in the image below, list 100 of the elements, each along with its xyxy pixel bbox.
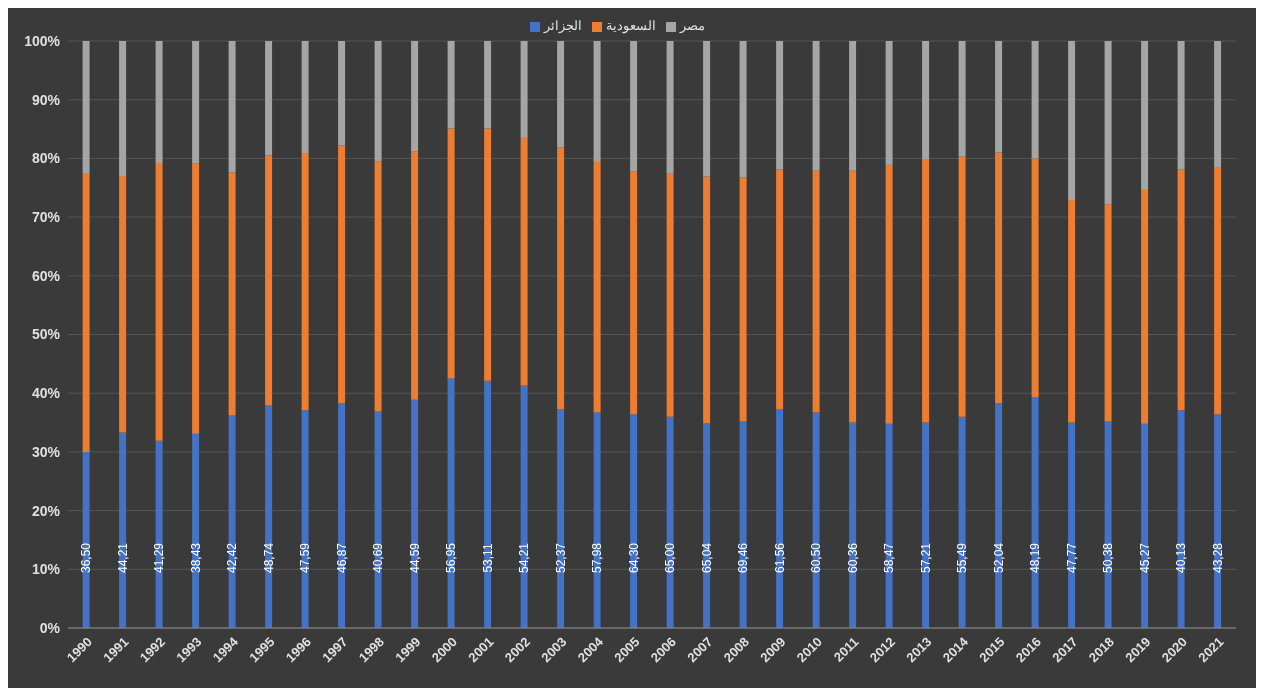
bar bbox=[557, 147, 565, 410]
bar bbox=[849, 170, 857, 423]
bar bbox=[630, 41, 638, 172]
annotation: 53,11 bbox=[480, 543, 495, 573]
y-tick-label: 20% bbox=[31, 502, 61, 519]
bar bbox=[155, 440, 163, 628]
legend-label: السعودية bbox=[605, 18, 656, 33]
annotation: 56,95 bbox=[444, 542, 459, 574]
annotation: 58,47 bbox=[882, 542, 897, 574]
bar bbox=[995, 152, 1003, 404]
bar bbox=[922, 158, 930, 423]
bar bbox=[1214, 414, 1222, 628]
bar bbox=[265, 405, 273, 628]
annotation: 55,49 bbox=[955, 542, 970, 574]
bar bbox=[703, 176, 711, 424]
annotation: 41,29 bbox=[152, 542, 167, 574]
bar bbox=[739, 421, 747, 628]
bar bbox=[192, 41, 200, 164]
bar bbox=[1068, 422, 1076, 628]
annotation: 47,59 bbox=[298, 542, 313, 574]
bar bbox=[520, 385, 528, 628]
annotation: 57,21 bbox=[918, 542, 933, 574]
bar bbox=[484, 380, 492, 628]
bar bbox=[776, 409, 784, 628]
bar bbox=[776, 169, 784, 410]
bar bbox=[666, 41, 674, 174]
y-tick-label: 90% bbox=[31, 91, 61, 108]
bar bbox=[411, 151, 419, 400]
bar bbox=[885, 423, 893, 628]
bar bbox=[557, 409, 565, 628]
bar bbox=[301, 153, 309, 411]
annotation: 57,98 bbox=[590, 542, 605, 574]
legend-label: الجزائر bbox=[543, 18, 582, 33]
bar bbox=[739, 177, 747, 422]
annotation: 54,21 bbox=[517, 542, 532, 574]
annotation: 65,00 bbox=[663, 542, 678, 574]
bar bbox=[447, 378, 455, 628]
bar bbox=[958, 41, 966, 157]
bar bbox=[1177, 169, 1185, 411]
bar bbox=[192, 163, 200, 434]
annotation: 52,04 bbox=[991, 542, 1006, 574]
y-tick-label: 0% bbox=[39, 619, 61, 636]
bar bbox=[1031, 41, 1039, 159]
bar bbox=[849, 41, 857, 171]
bar bbox=[958, 156, 966, 417]
bar bbox=[265, 41, 273, 156]
annotation: 38,43 bbox=[188, 542, 203, 574]
annotation: 44,21 bbox=[115, 542, 130, 574]
y-tick-label: 100% bbox=[24, 32, 61, 49]
bar bbox=[338, 403, 346, 628]
bar bbox=[192, 433, 200, 628]
y-tick-label: 60% bbox=[31, 267, 61, 284]
bar bbox=[1177, 410, 1185, 628]
bar bbox=[1214, 41, 1222, 168]
annotation: 52,37 bbox=[553, 542, 568, 574]
bar bbox=[922, 422, 930, 628]
bar bbox=[630, 171, 638, 415]
annotation: 60,50 bbox=[809, 542, 824, 574]
bar bbox=[338, 41, 346, 146]
bar bbox=[228, 172, 236, 416]
y-tick-label: 80% bbox=[31, 150, 61, 167]
bar bbox=[374, 41, 382, 162]
bar bbox=[1177, 41, 1185, 170]
annotation: 47,77 bbox=[1064, 542, 1079, 574]
bar bbox=[228, 415, 236, 628]
bar bbox=[520, 137, 528, 386]
bar bbox=[557, 41, 565, 148]
bar bbox=[1141, 41, 1149, 189]
annotation: 44,59 bbox=[407, 542, 422, 574]
bar bbox=[447, 41, 455, 129]
bar bbox=[1104, 421, 1112, 628]
bar bbox=[739, 41, 747, 178]
annotation: 61,56 bbox=[772, 542, 787, 574]
bar bbox=[1068, 41, 1076, 201]
bar bbox=[411, 399, 419, 628]
bar bbox=[849, 422, 857, 628]
bar bbox=[155, 41, 163, 164]
bar bbox=[155, 163, 163, 441]
bar bbox=[593, 161, 601, 413]
bar bbox=[119, 41, 127, 177]
bar bbox=[1141, 188, 1149, 424]
bar bbox=[1031, 397, 1039, 628]
bar bbox=[958, 416, 966, 628]
annotation: 43,28 bbox=[1210, 542, 1225, 574]
bar bbox=[82, 173, 90, 452]
annotation: 46,87 bbox=[334, 542, 349, 574]
bar bbox=[922, 41, 930, 159]
bar bbox=[82, 41, 90, 174]
bar bbox=[265, 155, 273, 406]
bar bbox=[666, 416, 674, 628]
bar bbox=[630, 414, 638, 628]
bar bbox=[1104, 204, 1112, 422]
annotation: 65,04 bbox=[699, 542, 714, 574]
annotation: 36,50 bbox=[79, 542, 94, 574]
bar bbox=[119, 176, 127, 433]
bar bbox=[374, 411, 382, 628]
bar bbox=[484, 128, 492, 381]
bar bbox=[703, 41, 711, 177]
annotation: 48,74 bbox=[261, 542, 276, 574]
y-tick-label: 70% bbox=[31, 209, 61, 226]
